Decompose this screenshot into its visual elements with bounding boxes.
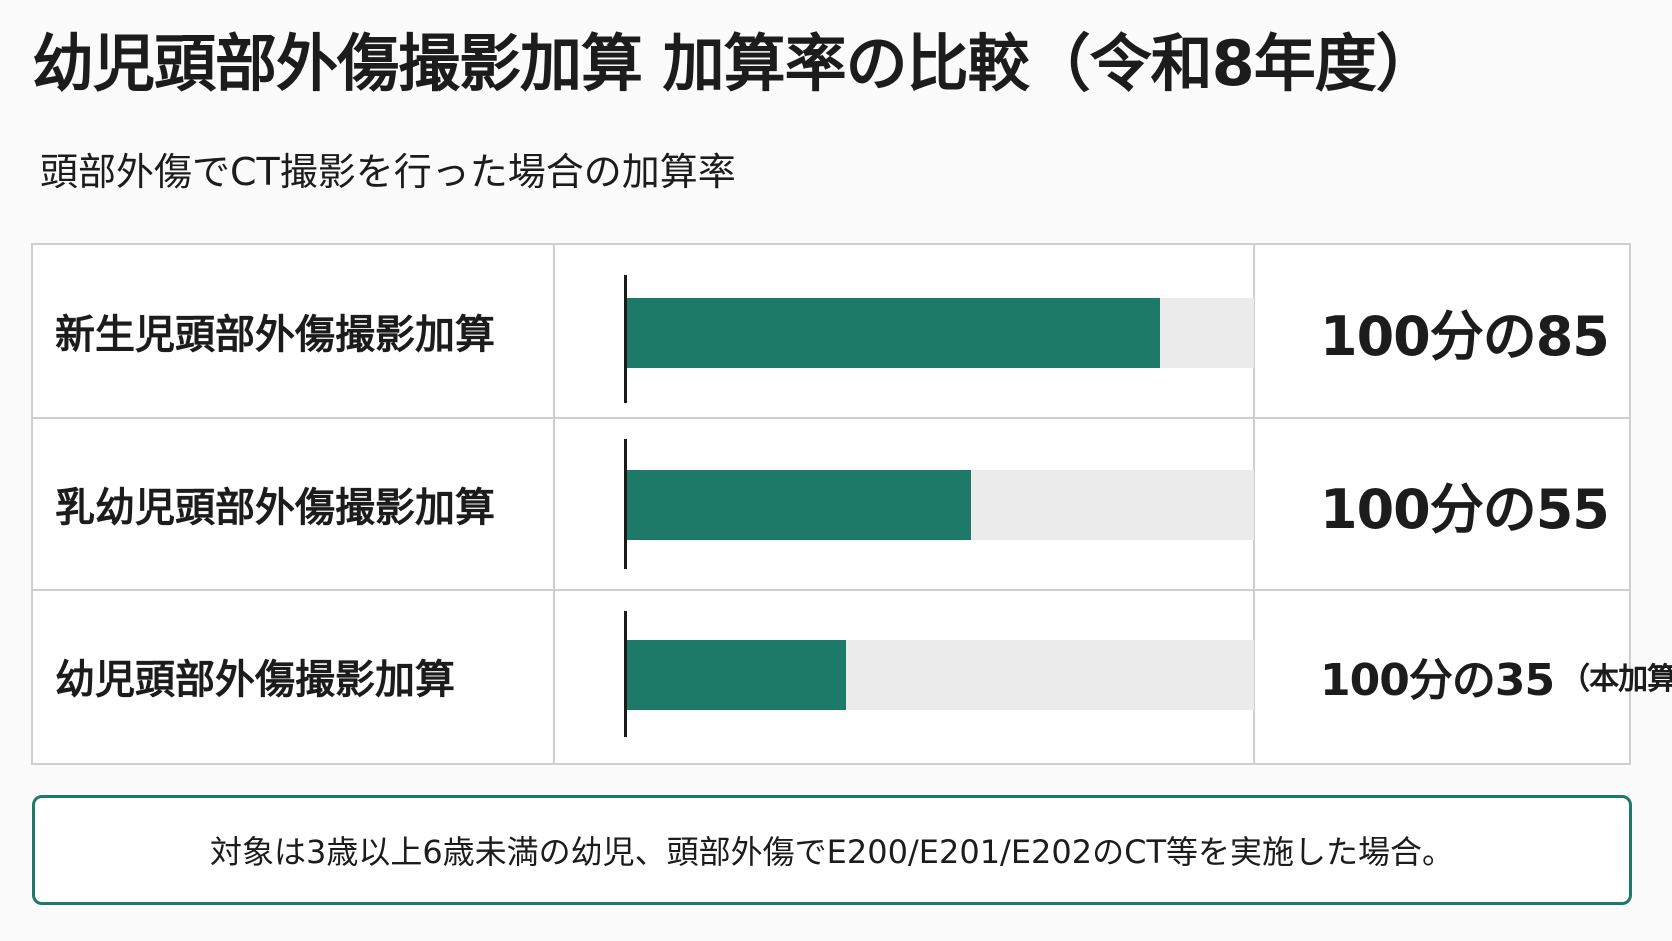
page-title: 幼児頭部外傷撮影加算 加算率の比較（令和8年度） [32, 27, 1438, 100]
page-subtitle: 頭部外傷でCT撮影を行った場合の加算率 [40, 150, 736, 194]
category-label: 新生児頭部外傷撮影加算 [55, 312, 495, 358]
value-text: 100分の85 [1320, 304, 1610, 368]
column-divider [553, 245, 555, 763]
bar [626, 298, 1160, 368]
comparison-chart-table: 新生児頭部外傷撮影加算 100分の85 乳幼児頭部外傷撮影加算 100分の55 … [31, 243, 1672, 765]
category-label: 乳幼児頭部外傷撮影加算 [55, 485, 495, 531]
bar-track [626, 298, 1254, 368]
value-label: 100分の85 [1320, 245, 1610, 417]
note-box: 対象は3歳以上6歳未満の幼児、頭部外傷でE200/E201/E202のCT等を実… [32, 795, 1632, 905]
chart-row: 乳幼児頭部外傷撮影加算 100分の55 [33, 417, 1629, 589]
category-label: 幼児頭部外傷撮影加算 [55, 657, 455, 703]
bar [626, 640, 846, 710]
value-label: 100分の35 （本加算） [1320, 591, 1672, 761]
value-label: 100分の55 [1320, 419, 1610, 589]
bar-axis-line [624, 439, 627, 569]
bar-axis-line [624, 275, 627, 403]
bar-axis-line [624, 611, 627, 737]
chart-row: 新生児頭部外傷撮影加算 100分の85 [33, 245, 1629, 417]
bar-track [626, 640, 1254, 710]
chart-row: 幼児頭部外傷撮影加算 100分の35 （本加算） [33, 589, 1672, 761]
value-text: 100分の35 [1320, 655, 1555, 706]
bar [626, 470, 972, 540]
note-text: 対象は3歳以上6歳未満の幼児、頭部外傷でE200/E201/E202のCT等を実… [209, 833, 1455, 871]
value-note: （本加算） [1560, 662, 1672, 697]
bar-track [626, 470, 1254, 540]
column-divider [1253, 245, 1255, 763]
value-text: 100分の55 [1320, 477, 1610, 541]
